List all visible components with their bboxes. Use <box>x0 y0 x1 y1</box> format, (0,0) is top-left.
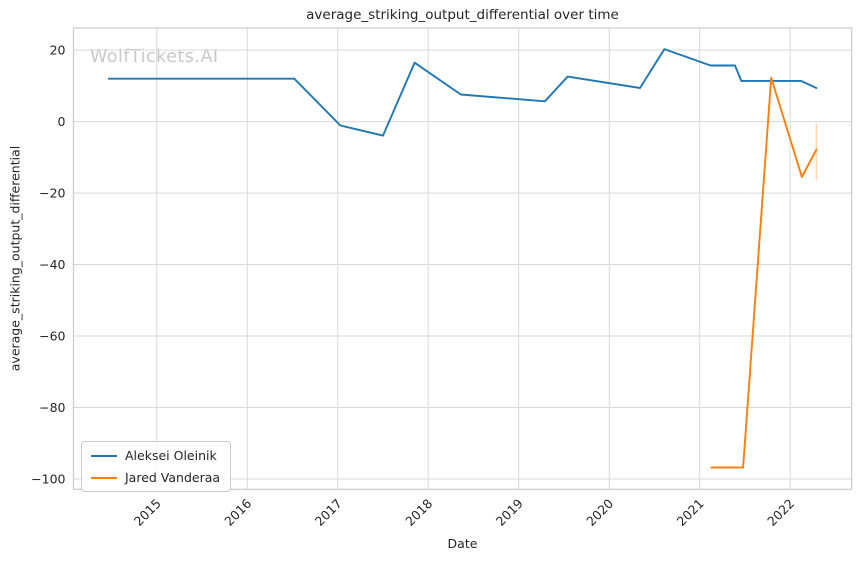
x-tick-label: 2021 <box>674 496 707 529</box>
series-line-jared-vanderaa <box>710 76 818 469</box>
y-tick-label: 0 <box>58 114 66 129</box>
y-tick-label: −80 <box>39 400 65 415</box>
y-tick-label: −20 <box>39 186 65 201</box>
x-tick-label: 2017 <box>312 496 345 529</box>
legend-item-jared-vanderaa: Jared Vanderaa <box>91 470 220 485</box>
y-tick-label: 20 <box>50 43 66 58</box>
y-tick-label: −60 <box>39 329 65 344</box>
legend-line-swatch-blue <box>91 454 117 457</box>
legend-label: Aleksei Oleinik <box>125 448 217 463</box>
legend-label: Jared Vanderaa <box>125 470 221 485</box>
y-tick-label: −40 <box>39 257 65 272</box>
x-tick-label: 2015 <box>131 496 164 529</box>
x-tick-label: 2018 <box>402 496 435 529</box>
y-tick-label: −100 <box>31 471 65 486</box>
legend-line-swatch-orange <box>91 476 117 479</box>
legend: Aleksei Oleinik Jared Vanderaa <box>81 441 232 492</box>
plot-border <box>72 27 853 490</box>
x-axis-label: Date <box>447 536 478 551</box>
x-tick-label: 2022 <box>764 496 797 529</box>
x-tick-label: 2019 <box>493 496 526 529</box>
watermark: WolfTickets.AI <box>90 47 219 67</box>
legend-item-aleksei-oleinik: Aleksei Oleinik <box>91 448 220 463</box>
x-tick-label: 2016 <box>221 496 254 529</box>
page-title: average_striking_output_differential ove… <box>306 7 619 23</box>
series-line-aleksei-oleinik <box>107 48 818 137</box>
x-tick-label: 2020 <box>583 496 616 529</box>
